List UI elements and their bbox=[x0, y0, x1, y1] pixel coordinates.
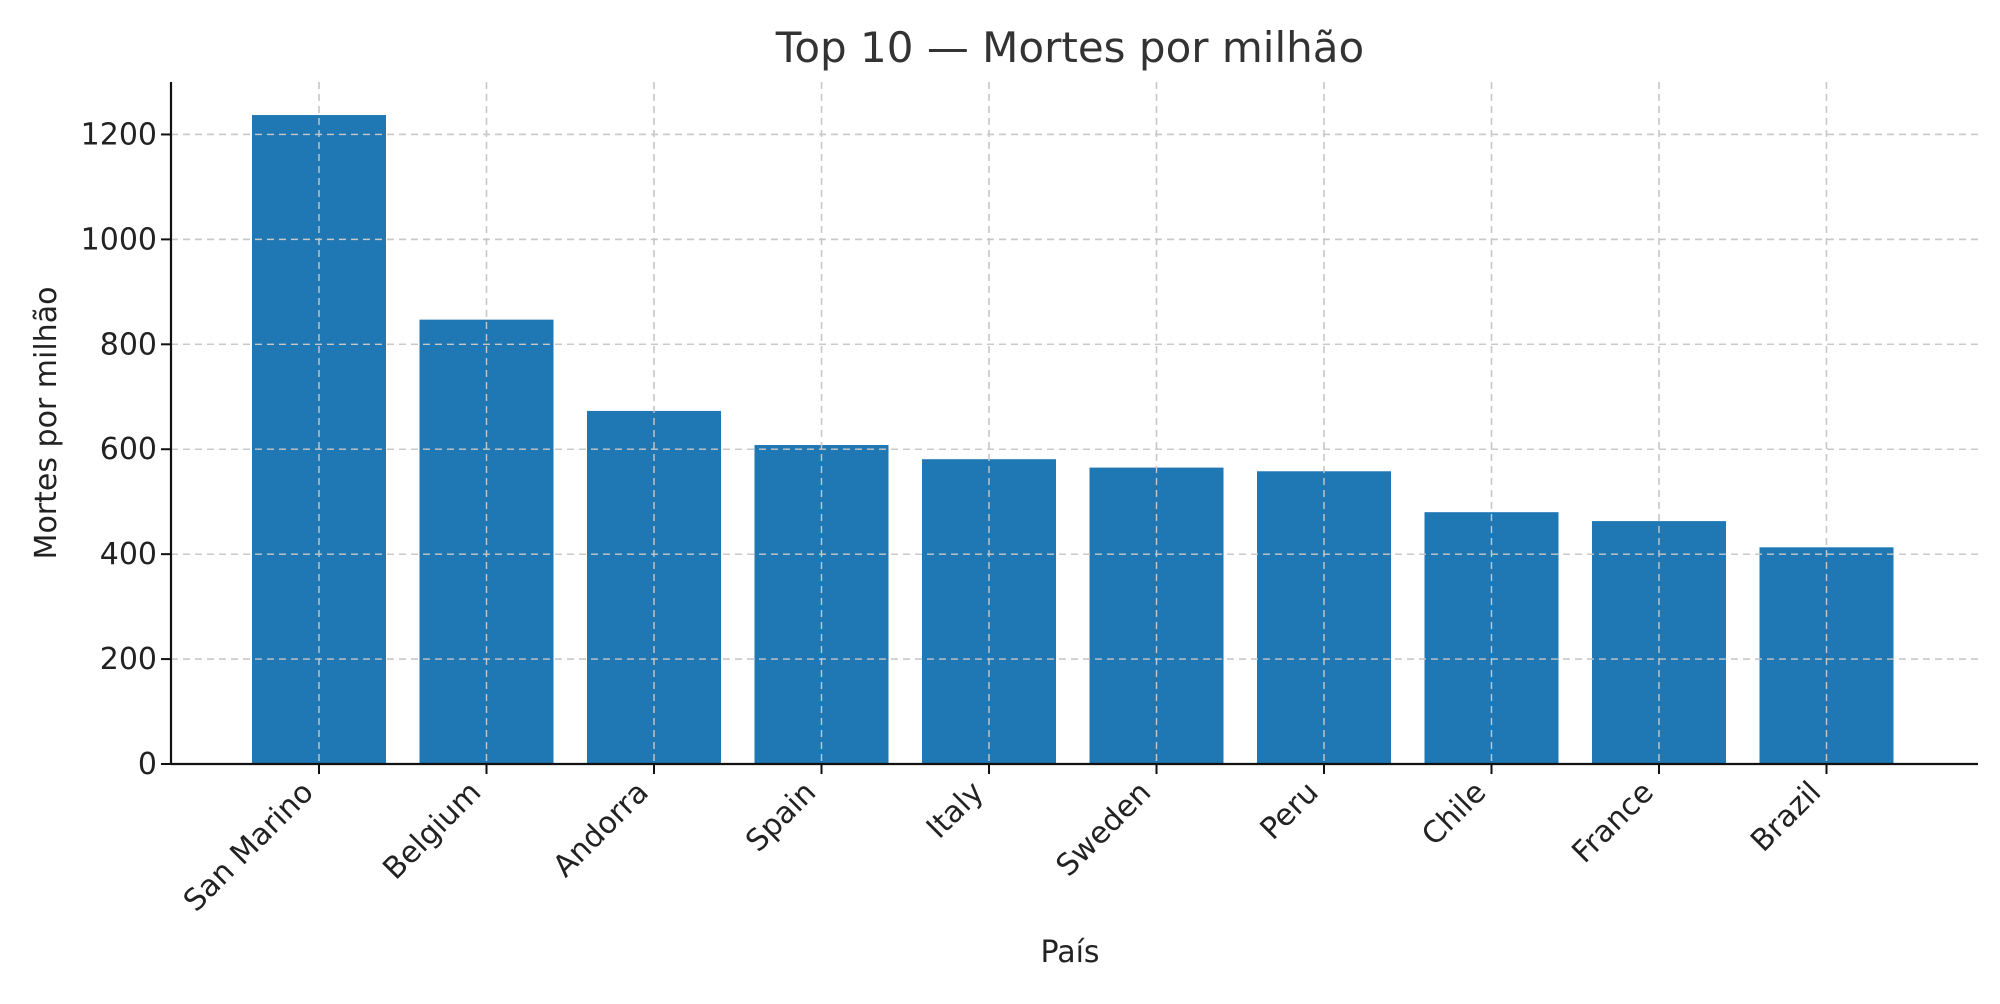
x-tick-label: Italy bbox=[920, 775, 991, 846]
x-tick-label: Peru bbox=[1254, 775, 1326, 847]
y-tick-label: 0 bbox=[138, 747, 157, 782]
bar bbox=[1592, 521, 1726, 764]
chart-title: Top 10 — Mortes por milhão bbox=[775, 23, 1364, 72]
y-tick-label: 400 bbox=[100, 537, 157, 572]
bars bbox=[252, 115, 1894, 764]
x-tick-label: San Marino bbox=[177, 775, 321, 919]
x-ticks: San Marino Belgium Andorra Spain Italy Sweden… bbox=[177, 764, 1828, 919]
y-tick-label: 1200 bbox=[81, 117, 157, 152]
bar bbox=[1759, 547, 1894, 764]
y-tick-label: 1000 bbox=[81, 222, 157, 257]
x-tick-label: France bbox=[1565, 775, 1660, 870]
x-tick-label: Chile bbox=[1415, 775, 1493, 853]
grid-overlay bbox=[171, 82, 1978, 764]
y-tick-label: 200 bbox=[100, 642, 157, 677]
y-tick-label: 800 bbox=[100, 327, 157, 362]
y-axis-title: Mortes por milhão bbox=[29, 287, 64, 560]
y-tick-label: 600 bbox=[100, 432, 157, 467]
x-axis-title: País bbox=[1040, 935, 1099, 970]
y-ticks: 0 200 400 600 800 1000 1200 bbox=[81, 117, 171, 782]
axes bbox=[169, 82, 1978, 766]
x-tick-label: Belgium bbox=[376, 775, 488, 887]
x-tick-label: Spain bbox=[739, 775, 823, 859]
x-tick-label: Brazil bbox=[1744, 775, 1828, 859]
x-tick-label: Andorra bbox=[546, 775, 655, 884]
bar bbox=[252, 115, 386, 764]
x-tick-label: Sweden bbox=[1050, 775, 1159, 884]
